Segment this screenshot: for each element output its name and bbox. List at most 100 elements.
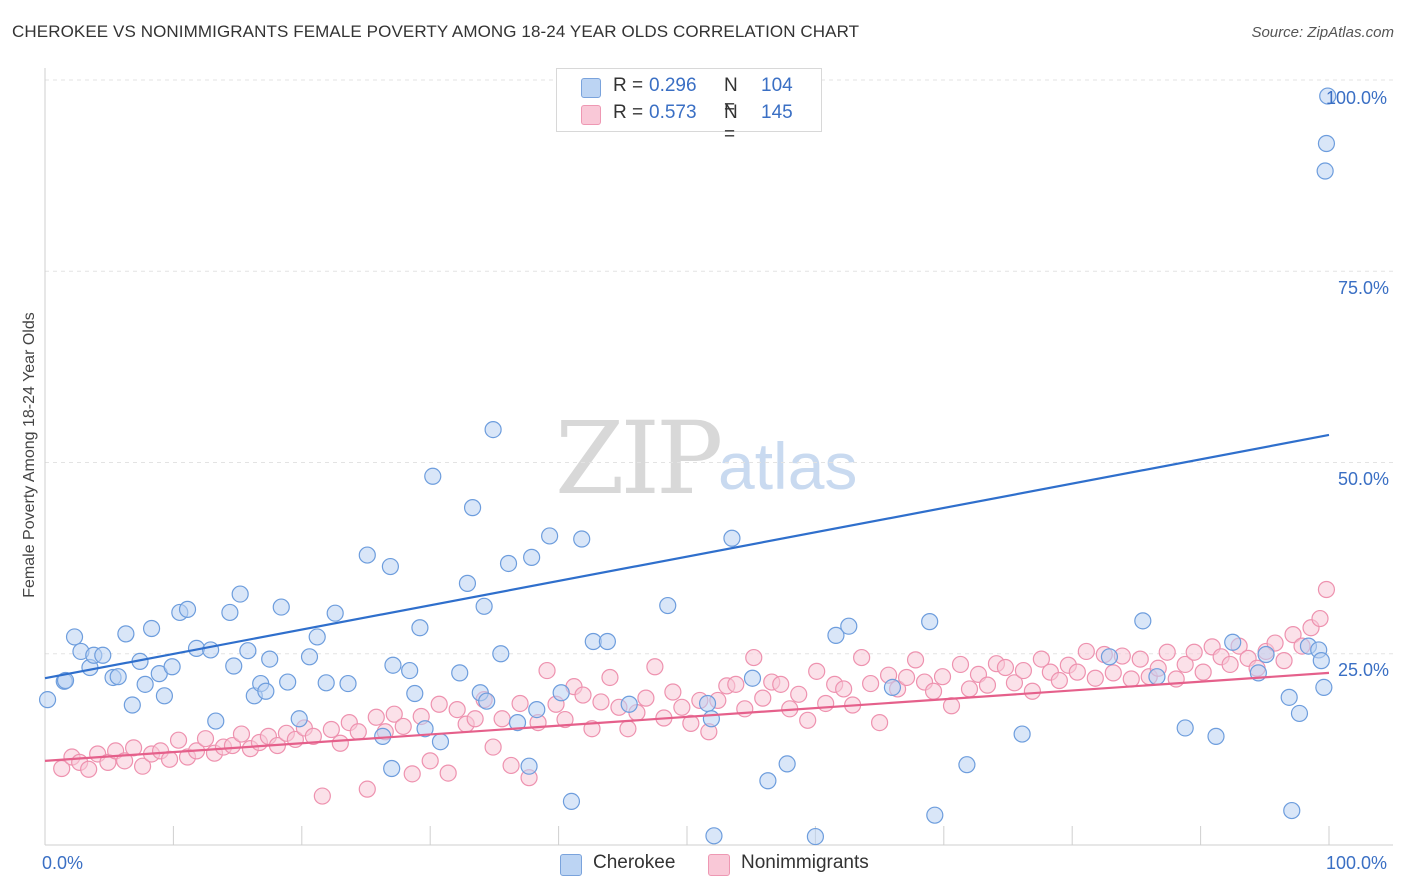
nonimmigrants-point xyxy=(232,725,251,743)
nonimmigrants-point xyxy=(80,760,98,778)
cherokee-point xyxy=(1013,725,1031,743)
n-label: N = xyxy=(724,75,738,118)
nonimmigrants-swatch xyxy=(581,105,601,125)
nonimmigrants-point xyxy=(538,661,556,680)
nonimmigrants-point xyxy=(1077,642,1095,661)
cherokee-point xyxy=(573,530,591,548)
y-tick-label-25: 25.0% xyxy=(1338,660,1390,680)
nonimmigrants-point xyxy=(349,723,367,741)
r-label: R = xyxy=(613,75,644,96)
nonimmigrants-point xyxy=(1317,580,1336,599)
nonimmigrants-point xyxy=(817,694,835,713)
r-label: R = xyxy=(613,102,644,123)
cherokee-point xyxy=(202,641,220,659)
nonimmigrants-point xyxy=(736,700,754,718)
nonimmigrants-point xyxy=(1023,682,1041,700)
cherokee-point xyxy=(562,792,581,810)
cherokee-point xyxy=(300,648,319,666)
nonimmigrants-point xyxy=(1014,661,1033,680)
cherokee-point xyxy=(155,687,174,705)
nonimmigrants-point xyxy=(646,658,664,676)
nonimmigrants-point xyxy=(322,720,340,739)
cherokee-point xyxy=(702,710,720,728)
cherokee-point xyxy=(1207,727,1225,745)
cherokee-swatch xyxy=(581,78,601,98)
cherokee-point xyxy=(520,757,538,775)
n-label: N = xyxy=(724,102,738,145)
r-value: 0.573 xyxy=(649,102,697,123)
nonimmigrants-point xyxy=(1005,674,1024,692)
cherokee-point xyxy=(231,585,249,603)
nonimmigrants-point xyxy=(1284,626,1302,644)
cherokee-point xyxy=(778,755,796,773)
nonimmigrants-point xyxy=(870,713,889,732)
cherokee-point xyxy=(123,696,141,714)
nonimmigrants-point xyxy=(1275,652,1293,670)
cherokee-point xyxy=(1257,645,1275,664)
nonimmigrants-point xyxy=(897,668,916,687)
cherokee-point xyxy=(1290,704,1309,723)
cherokee-point xyxy=(279,673,297,691)
nonimmigrants-point xyxy=(853,648,871,667)
nonimmigrants-point xyxy=(484,738,502,756)
cherokee-point xyxy=(1317,134,1336,153)
nonimmigrants-point xyxy=(799,711,817,729)
cherokee-point xyxy=(659,596,677,615)
nonimmigrants-point xyxy=(682,714,700,732)
cherokee-point xyxy=(163,658,181,676)
cherokee-point xyxy=(926,806,944,824)
cherokee-point xyxy=(142,619,161,638)
cherokee-point xyxy=(705,827,723,845)
nonimmigrants-point xyxy=(637,689,655,707)
cherokee-point xyxy=(424,467,442,485)
nonimmigrants-point xyxy=(601,668,619,687)
nonimmigrants-point xyxy=(906,651,925,669)
cherokee-point xyxy=(1319,87,1337,105)
nonimmigrants-point xyxy=(933,668,952,686)
cherokee-point xyxy=(117,625,135,643)
nonimmigrants-point xyxy=(439,764,457,782)
cherokee-point xyxy=(384,656,402,674)
nonimmigrants-point xyxy=(1086,669,1104,687)
nonimmigrants-point xyxy=(448,700,466,719)
cherokee-point xyxy=(207,712,225,730)
cherokee-point xyxy=(478,692,496,710)
nonimmigrants-point xyxy=(996,658,1015,677)
nonimmigrants-point xyxy=(960,680,979,698)
cherokee-point xyxy=(1176,719,1194,737)
nonimmigrants-point xyxy=(430,695,448,713)
cherokee-point xyxy=(1148,668,1166,686)
nonimmigrants-point xyxy=(924,682,943,700)
nonimmigrants-point xyxy=(978,676,997,694)
y-tick-label-50: 50.0% xyxy=(1338,469,1390,489)
cherokee-point xyxy=(921,613,939,631)
cherokee-point xyxy=(541,527,559,545)
cherokee-point xyxy=(475,597,493,615)
cherokee-point xyxy=(358,546,376,564)
nonimmigrants-point xyxy=(1311,609,1329,628)
cherokee-point xyxy=(339,674,357,693)
watermark-zip: ZIP xyxy=(555,400,723,517)
y-tick-label-100: 100.0% xyxy=(1326,88,1388,108)
cherokee-point xyxy=(38,691,57,709)
nonimmigrants-point xyxy=(673,698,691,716)
nonimmigrants-point xyxy=(403,765,421,783)
cherokee-point xyxy=(458,574,477,592)
cherokee-point xyxy=(272,598,290,616)
cherokee-point xyxy=(492,645,510,663)
cherokee-point xyxy=(225,657,243,675)
nonimmigrants-point xyxy=(1122,670,1140,688)
cherokee-trend-line xyxy=(44,433,1330,680)
nonimmigrants-point xyxy=(223,736,242,755)
nonimmigrants-point xyxy=(358,780,376,798)
correlation-legend: R = 0.296 N = 104 R = 0.573 N = 145 xyxy=(556,68,822,145)
nonimmigrants-point xyxy=(466,710,484,728)
legend-label: Nonimmigrants xyxy=(741,852,869,873)
nonimmigrants-point xyxy=(619,720,637,738)
nonimmigrants-point xyxy=(394,717,412,736)
cherokee-point xyxy=(827,626,845,644)
nonimmigrants-point xyxy=(133,757,152,775)
cherokee-point xyxy=(326,604,344,622)
nonimmigrants-point xyxy=(592,693,610,711)
cherokee-point xyxy=(431,733,450,751)
